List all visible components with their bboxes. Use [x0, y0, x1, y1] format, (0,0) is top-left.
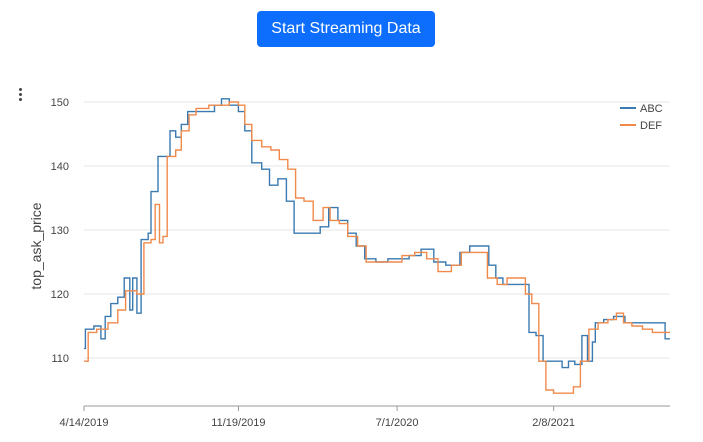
- x-tick-label: 7/1/2020: [376, 417, 419, 429]
- y-tick-label: 120: [51, 289, 69, 301]
- legend-label-abc[interactable]: ABC: [640, 103, 663, 115]
- y-tick-label: 140: [51, 161, 69, 173]
- x-tick-label: 4/14/2019: [60, 417, 109, 429]
- y-tick-label: 130: [51, 225, 69, 237]
- y-axis-title: top_ask_price: [28, 202, 44, 289]
- x-tick-label: 2/8/2021: [532, 417, 575, 429]
- legend[interactable]: ABC DEF: [620, 103, 663, 132]
- y-axis-ticks: 110 120 130 140 150: [51, 97, 69, 365]
- x-axis-ticks: 4/14/2019 11/19/2019 7/1/2020 2/8/2021: [60, 406, 576, 429]
- y-tick-label: 150: [51, 97, 69, 109]
- y-tick-label: 110: [51, 353, 69, 365]
- x-tick-label: 11/19/2019: [211, 417, 265, 429]
- legend-label-def[interactable]: DEF: [640, 120, 662, 132]
- series-line-abc: [84, 99, 670, 368]
- series-lines: [84, 99, 670, 393]
